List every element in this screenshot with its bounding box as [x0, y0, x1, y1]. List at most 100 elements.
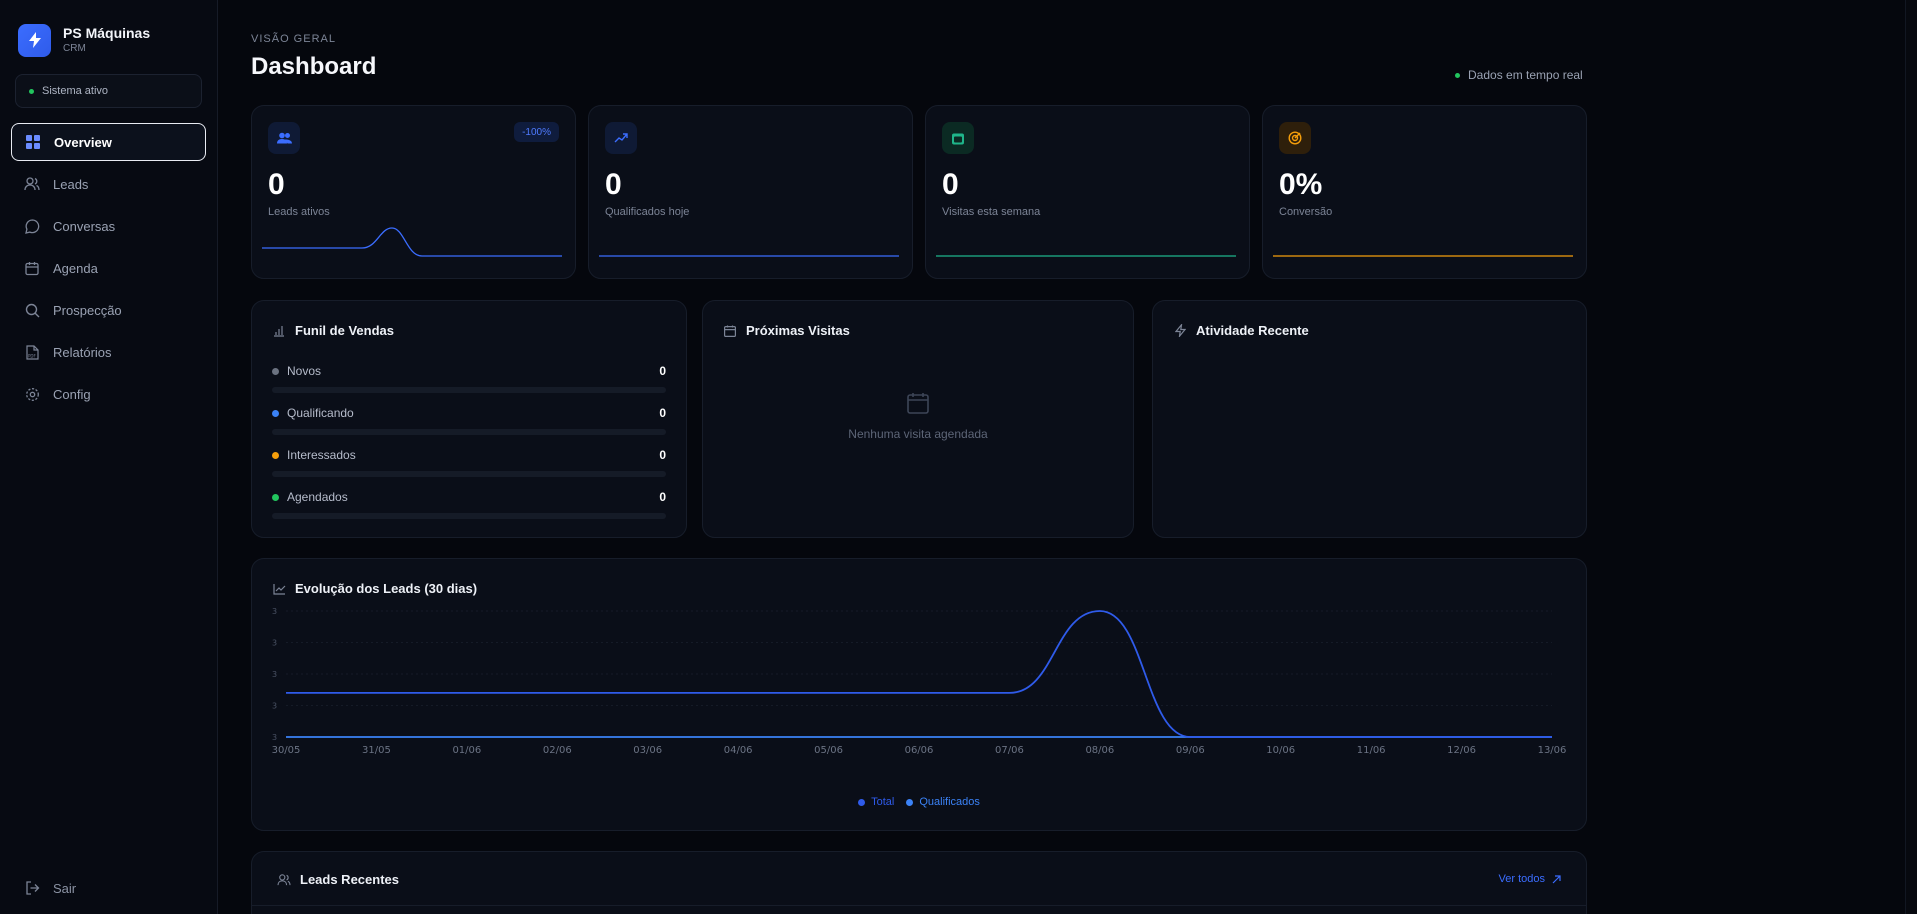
x-tick-label: 03/06: [633, 745, 662, 756]
lightning-bolt-icon: [18, 23, 51, 57]
stat-value: 0: [942, 168, 959, 201]
x-tick-label: 12/06: [1447, 745, 1476, 756]
sidebar-item-label: Relatórios: [53, 344, 112, 360]
line-chart-icon: [272, 582, 286, 596]
sparkline: [599, 255, 899, 257]
realtime-label: Dados em tempo real: [1468, 68, 1583, 82]
legend-dot: [906, 798, 914, 806]
legend-label: Total: [871, 796, 895, 808]
target-icon: [1279, 122, 1311, 154]
x-tick-label: 10/06: [1266, 745, 1295, 756]
stat-value: 0: [268, 168, 285, 201]
logout-button[interactable]: Sair: [11, 872, 76, 904]
funnel-label: Interessados: [287, 448, 356, 462]
funnel-bar: [272, 387, 666, 393]
upcoming-visits-panel: Próximas Visitas Nenhuma visita agendada: [702, 300, 1134, 538]
logout-label: Sair: [53, 880, 77, 896]
x-tick-label: 02/06: [543, 745, 572, 756]
sidebar-item-label: Overview: [54, 134, 112, 150]
panel-title: Atividade Recente: [1173, 323, 1309, 338]
stat-change-badge: -100%: [514, 122, 559, 142]
empty-state-text: Nenhuma visita agendada: [848, 427, 988, 441]
sidebar-item-prospeccao[interactable]: Prospecção: [11, 291, 206, 329]
legend-label: Qualificados: [919, 796, 980, 808]
legend-item-total[interactable]: Total: [855, 796, 897, 808]
sidebar-item-conversas[interactable]: Conversas: [11, 207, 206, 245]
funnel-row-agendados: Agendados 0: [272, 489, 666, 519]
legend-dot: [858, 798, 866, 806]
sidebar-item-overview[interactable]: Overview: [11, 123, 206, 161]
x-tick-label: 07/06: [995, 745, 1024, 756]
realtime-dot: [1455, 72, 1460, 78]
stat-card-visits: 0 Visitas esta semana: [925, 105, 1250, 279]
sidebar-item-label: Leads: [53, 176, 89, 192]
brand: PS Máquinas CRM: [0, 0, 217, 58]
page-scrollbar[interactable]: [1905, 0, 1917, 914]
chat-bubble-icon: [24, 218, 40, 234]
panel-title: Próximas Visitas: [723, 323, 850, 338]
x-tick-label: 08/06: [1085, 745, 1114, 756]
calendar-icon: [906, 391, 930, 415]
funnel-row-interessados: Interessados 0: [272, 447, 666, 477]
brand-sub: CRM: [63, 43, 86, 54]
brand-name: PS Máquinas: [63, 25, 151, 41]
x-tick-label: 05/06: [814, 745, 843, 756]
panel-title-label: Funil de Vendas: [295, 323, 394, 338]
sparkline: [1273, 255, 1573, 257]
recent-activity-panel: Atividade Recente: [1152, 300, 1587, 538]
sidebar-item-agenda[interactable]: Agenda: [11, 249, 206, 287]
sidebar-item-relatorios[interactable]: PDF Relatórios: [11, 333, 206, 371]
grid-icon: [25, 134, 41, 150]
x-tick-label: 31/05: [362, 745, 391, 756]
stat-label: Conversão: [1279, 206, 1333, 218]
lightning-icon: [1173, 324, 1187, 338]
y-tick-label: 3: [272, 733, 277, 742]
panel-title-label: Próximas Visitas: [746, 323, 850, 338]
funnel-label: Qualificando: [287, 406, 354, 420]
panel-title-label: Leads Recentes: [300, 872, 399, 887]
realtime-indicator: Dados em tempo real: [1455, 68, 1583, 82]
view-all-link[interactable]: Ver todos: [1499, 873, 1561, 885]
stat-card-qualified: 0 Qualificados hoje: [588, 105, 913, 279]
funnel-bar: [272, 471, 666, 477]
panel-title-label: Atividade Recente: [1196, 323, 1309, 338]
sidebar-item-leads[interactable]: Leads: [11, 165, 206, 203]
stat-value: 0: [605, 168, 622, 201]
y-tick-label: 3: [272, 639, 277, 648]
view-all-label: Ver todos: [1498, 873, 1545, 885]
funnel-dot: [272, 409, 279, 417]
sales-funnel-panel: Funil de Vendas Novos 0 Qualificando 0 Int…: [251, 300, 687, 538]
funnel-value: 0: [659, 490, 666, 504]
funnel-value: 0: [659, 364, 666, 378]
series-line-total: [286, 610, 1552, 738]
sparkline: [262, 227, 562, 257]
funnel-row-qualificando: Qualificando 0: [272, 405, 666, 435]
leads-evolution-panel: Evolução dos Leads (30 dias) 3 3 3 3 3 30/05 3…: [251, 558, 1587, 831]
x-tick-label: 01/06: [452, 745, 481, 756]
y-tick-label: 3: [272, 702, 277, 711]
panel-title: Funil de Vendas: [272, 323, 394, 338]
svg-text:PDF: PDF: [28, 353, 36, 358]
stat-label: Visitas esta semana: [942, 206, 1041, 218]
users-icon: [268, 122, 300, 154]
calendar-check-icon: [942, 122, 974, 154]
legend-item-qualificados[interactable]: Qualificados: [903, 796, 983, 808]
panel-title: Evolução dos Leads (30 dias): [272, 581, 477, 596]
x-tick-label: 09/06: [1176, 745, 1205, 756]
funnel-label: Novos: [287, 364, 322, 378]
status-dot: [29, 88, 34, 94]
stat-label: Leads ativos: [268, 206, 330, 218]
funnel-row-novos: Novos 0: [272, 363, 666, 393]
users-icon: [24, 176, 40, 192]
users-icon: [277, 873, 291, 887]
sidebar-item-config[interactable]: Config: [11, 375, 206, 413]
visits-empty-state: Nenhuma visita agendada: [703, 391, 1133, 441]
sidebar-item-label: Conversas: [53, 218, 116, 234]
funnel-dot: [272, 367, 279, 375]
y-tick-label: 3: [272, 670, 277, 679]
stat-value: 0%: [1279, 168, 1323, 201]
sidebar-nav: Overview Leads Conversas Agenda: [0, 123, 217, 413]
sidebar: PS Máquinas CRM Sistema ativo Overview L…: [0, 0, 218, 914]
funnel-dot: [272, 451, 279, 459]
